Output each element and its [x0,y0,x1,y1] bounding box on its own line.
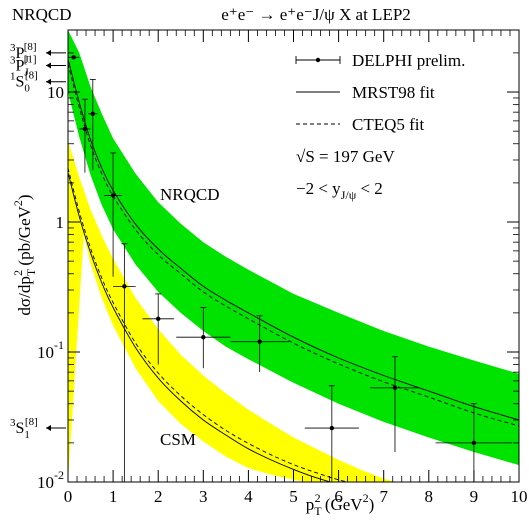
legend: DELPHI prelim. MRST98 fit CTEQ5 fit √S = 19… [295,51,465,202]
legend-label: DELPHI prelim. [352,51,465,70]
legend-note-energy: √S = 197 GeV [296,147,395,166]
data-point [176,307,231,369]
state-arrowhead [46,78,51,85]
axes [46,29,520,483]
data-marker [82,126,88,132]
csm-cteq5-curve [68,167,350,482]
data-marker [471,440,477,446]
annotations: e⁺e⁻ → e⁺e⁻J/ψ X at LEP2 NRQCD 0 1 2 3 4 5 6 7 8… [10,5,528,518]
x-tick-label: 6 [334,487,343,506]
x-tick-label: 9 [470,487,479,506]
cteq5-curve [68,63,519,427]
data-point [79,98,91,173]
y-tick-label: 10 [47,83,64,102]
state-arrowhead [46,49,51,56]
data-marker [90,111,96,116]
state-arrowhead [46,425,51,432]
data-point [304,385,359,482]
data-point [88,79,98,171]
x-tick-label: 2 [154,487,163,506]
state-label: 1S0[8] [10,70,38,95]
data-marker [392,385,398,391]
y-tick-label: 10-2 [37,468,64,492]
y-tick-label: 1 [56,213,65,232]
x-axis-title: pT2 (GeV2) [306,491,375,518]
chart-title: e⁺e⁻ → e⁺e⁻J/ψ X at LEP2 [221,5,411,24]
nrqcd-band-label: NRQCD [160,185,220,204]
data-point [113,243,136,482]
state-label: 3PJ[1] [10,53,37,78]
y-tick-label: 10-1 [37,338,64,362]
y-axis-title: dσ/dpT2 (pb/GeV2) [11,194,38,315]
x-tick-label: 1 [109,487,118,506]
csm-mrst98-curve [68,172,332,482]
legend-label: MRST98 fit [352,83,435,102]
data-marker [71,55,76,60]
x-tick-label: 8 [425,487,434,506]
data-point [435,403,513,482]
x-tick-label: 10 [511,487,528,506]
mrst98-curve [68,58,519,421]
corner-label: NRQCD [12,5,72,24]
legend-marker [315,57,321,63]
state-label: 3S1[8] [10,416,38,441]
x-tick-label: 3 [199,487,208,506]
data-marker [110,193,116,198]
data-marker [156,316,161,322]
state-label: 3PJ[8] [10,41,37,66]
state-arrowhead [46,62,51,69]
data-point [370,356,420,453]
data-marker [329,425,335,431]
data-marker [201,334,206,340]
legend-note-rapidity: −2 < yJ/ψ < 2 [296,179,383,202]
theory-curves [68,58,519,482]
x-tick-label: 7 [379,487,388,506]
x-tick-label: 0 [64,487,73,506]
data-marker [122,284,127,289]
x-tick-label: 5 [289,487,298,506]
data-points [68,55,513,482]
csm-band [68,141,407,482]
x-tick-label: 4 [244,487,253,506]
csm-band-label: CSM [160,430,196,449]
data-marker [257,339,262,344]
data-point [142,293,174,365]
data-point [104,152,123,277]
legend-label: CTEQ5 fit [352,115,425,134]
data-point [230,315,289,373]
nrqcd-band [68,30,519,466]
theory-bands [68,30,519,482]
data-point [68,55,80,60]
